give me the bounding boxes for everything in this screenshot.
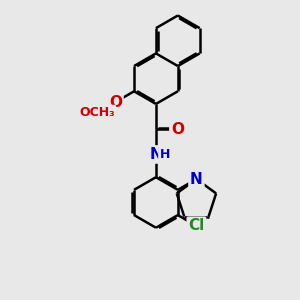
Text: O: O: [109, 94, 122, 110]
Text: O: O: [171, 122, 184, 137]
Text: N: N: [190, 172, 203, 187]
Text: OCH₃: OCH₃: [79, 106, 115, 119]
Text: N: N: [150, 147, 162, 162]
Text: Cl: Cl: [188, 218, 205, 233]
Text: H: H: [160, 148, 170, 161]
